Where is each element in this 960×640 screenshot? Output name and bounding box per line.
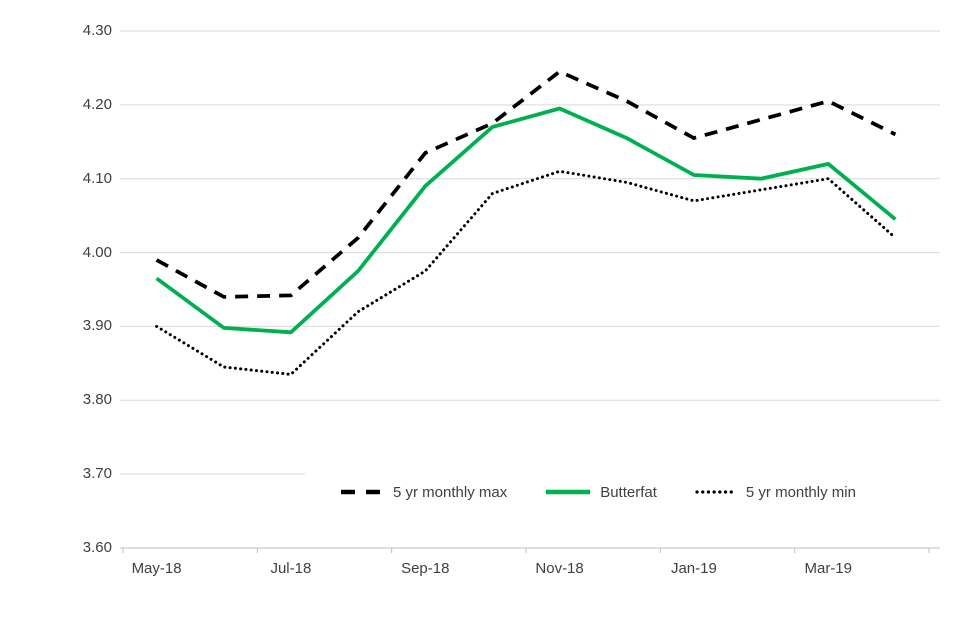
chart-legend: 5 yr monthly max Butterfat 5 yr monthly …	[340, 478, 856, 506]
y-axis-label: 4.00	[82, 243, 112, 261]
series-line-5-yr-monthly-max	[155, 69, 897, 299]
legend-item-min: 5 yr monthly min	[695, 484, 856, 501]
series-line-5-yr-monthly-min	[155, 169, 897, 376]
y-axis-label: 4.10	[82, 169, 112, 187]
y-axis-label: 3.70	[82, 465, 112, 483]
legend-background	[305, 462, 948, 516]
legend-label-max: 5 yr monthly max	[393, 483, 508, 501]
y-axis-label: 3.60	[82, 539, 112, 556]
x-axis-label: Mar-19	[804, 560, 852, 577]
legend-item-max: 5 yr monthly max	[340, 484, 507, 501]
y-axis-label: 4.30	[82, 22, 112, 39]
y-axis-label: 4.20	[82, 95, 112, 113]
x-axis-label: May-18	[131, 560, 182, 577]
x-axis-label: Sep-18	[401, 560, 450, 577]
series-line-butterfat	[155, 106, 897, 335]
legend-item-butterfat: Butterfat	[545, 484, 657, 501]
x-axis-label: Nov-18	[535, 560, 584, 577]
dashed-line-sample-icon	[341, 489, 383, 495]
x-axis-label: Jan-19	[670, 560, 717, 577]
dotted-line-sample-icon	[695, 490, 737, 494]
legend-label-butterfat: Butterfat	[600, 483, 657, 501]
solid-line-sample-icon	[546, 489, 591, 495]
y-axis-label: 3.90	[82, 317, 112, 335]
x-axis-label: Jul-18	[270, 560, 312, 577]
legend-label-min: 5 yr monthly min	[745, 483, 856, 501]
y-axis-label: 3.80	[82, 391, 112, 409]
